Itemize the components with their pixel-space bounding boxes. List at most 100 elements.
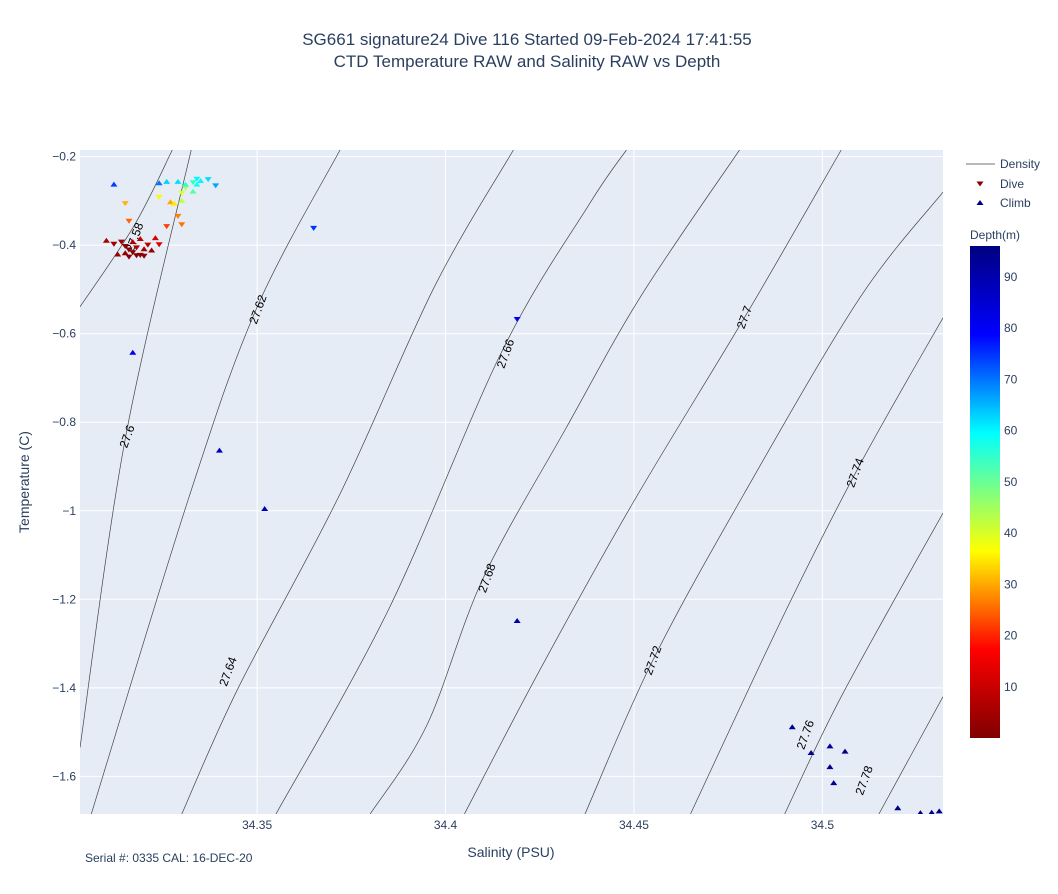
y-tick-label: −0.2 [52, 150, 76, 164]
colorbar-tick-label: 40 [1004, 526, 1018, 540]
dive-point [110, 241, 118, 247]
density-contour-line [80, 150, 173, 308]
climb-point [935, 808, 943, 814]
climb-point [155, 180, 163, 186]
climb-point [140, 246, 148, 252]
dive-point [178, 222, 186, 228]
climb-point [151, 235, 159, 241]
y-tick-label: −0.8 [52, 415, 76, 429]
x-tick-label: 34.45 [619, 818, 649, 832]
legend-item-density[interactable]: Density [966, 157, 1040, 171]
dive-point [155, 194, 163, 200]
dive-point [121, 244, 129, 250]
dive-point [513, 317, 521, 323]
density-contour-line [464, 150, 842, 814]
legend[interactable]: Density Dive Climb [966, 157, 1040, 210]
climb-point [136, 236, 144, 242]
triangle-up-icon [976, 200, 984, 205]
climb-point [826, 743, 834, 749]
colorbar-tick-label: 60 [1004, 424, 1018, 438]
plot-area [80, 150, 943, 814]
dive-point [155, 242, 163, 248]
y-tick-label: −1.6 [52, 769, 76, 783]
climb-point [163, 178, 171, 184]
dive-point [174, 213, 182, 219]
climb-point [129, 239, 137, 245]
colorbar-tick-label: 90 [1004, 270, 1018, 284]
y-tick-label: −0.6 [52, 327, 76, 341]
y-tick-label: −1 [62, 504, 76, 518]
climb-point [189, 188, 197, 194]
y-tick-label: −0.4 [52, 238, 76, 252]
climb-point [261, 506, 269, 512]
density-contour-line [690, 317, 943, 814]
y-axis-title: Temperature (C) [16, 431, 32, 533]
dive-point [125, 254, 133, 260]
grid-lines [80, 150, 943, 814]
climb-point [894, 805, 902, 811]
legend-label-density: Density [1000, 157, 1040, 171]
x-tick-label: 34.35 [242, 818, 272, 832]
colorbar: Depth(m) 10 20 30 40 50 60 70 80 90 [970, 228, 1020, 738]
climb-point [193, 181, 201, 187]
climb-point [917, 810, 924, 814]
colorbar-tick-label: 70 [1004, 372, 1018, 386]
climb-point [197, 178, 205, 184]
climb-point [129, 349, 137, 355]
y-tick-label: −1.4 [52, 681, 76, 695]
climb-point [174, 178, 182, 184]
density-contour-line [275, 150, 627, 814]
dive-point [117, 239, 125, 245]
climb-point [826, 764, 834, 770]
legend-item-climb[interactable]: Climb [976, 196, 1031, 210]
footnote: Serial #: 0335 CAL: 16-DEC-20 [85, 851, 253, 865]
dive-point [212, 183, 220, 189]
chart-subtitle: CTD Temperature RAW and Salinity RAW vs … [334, 52, 721, 71]
density-contour-line [584, 191, 943, 814]
climb-point [148, 247, 156, 253]
climb-point [807, 749, 815, 755]
colorbar-ticks: 10 20 30 40 50 60 70 80 90 [1004, 270, 1018, 694]
legend-item-dive[interactable]: Dive [976, 177, 1025, 191]
triangle-down-icon [976, 181, 984, 187]
x-tick-label: 34.5 [811, 818, 835, 832]
x-axis-title: Salinity (PSU) [467, 844, 554, 860]
density-contour-line [369, 150, 740, 814]
climb-point [114, 251, 122, 257]
colorbar-tick-label: 20 [1004, 629, 1018, 643]
density-contour-line [784, 512, 943, 814]
climb-point [170, 200, 178, 206]
colorbar-tick-label: 10 [1004, 680, 1018, 694]
data-points [102, 176, 943, 814]
dive-point [133, 245, 141, 251]
y-axis-ticks: −0.2 −0.4 −0.6 −0.8 −1 −1.2 −1.4 −1.6 [52, 150, 76, 784]
dive-point [310, 225, 318, 231]
legend-label-climb: Climb [1000, 196, 1031, 210]
dive-point [189, 180, 197, 186]
dive-point [129, 250, 137, 256]
legend-label-dive: Dive [1000, 177, 1024, 191]
climb-point [513, 618, 521, 624]
climb-point [830, 780, 838, 786]
colorbar-title: Depth(m) [970, 228, 1020, 242]
density-contour-line [878, 696, 943, 814]
climb-point [215, 447, 223, 453]
climb-point [166, 199, 174, 205]
climb-point [788, 724, 796, 730]
colorbar-gradient [970, 246, 1000, 738]
dive-point [204, 177, 212, 183]
density-contours [80, 150, 943, 814]
density-contour-line [80, 150, 192, 748]
dive-point [163, 224, 171, 230]
x-axis-ticks: 34.35 34.4 34.45 34.5 [242, 818, 834, 832]
colorbar-tick-label: 30 [1004, 577, 1018, 591]
dive-point [144, 242, 152, 248]
climb-point [841, 748, 849, 754]
dive-point [182, 185, 190, 191]
dive-point [178, 190, 186, 196]
climb-point [928, 809, 935, 814]
chart-title: SG661 signature24 Dive 116 Started 09-Fe… [302, 30, 752, 49]
colorbar-tick-label: 80 [1004, 321, 1018, 335]
climb-point [110, 181, 118, 187]
